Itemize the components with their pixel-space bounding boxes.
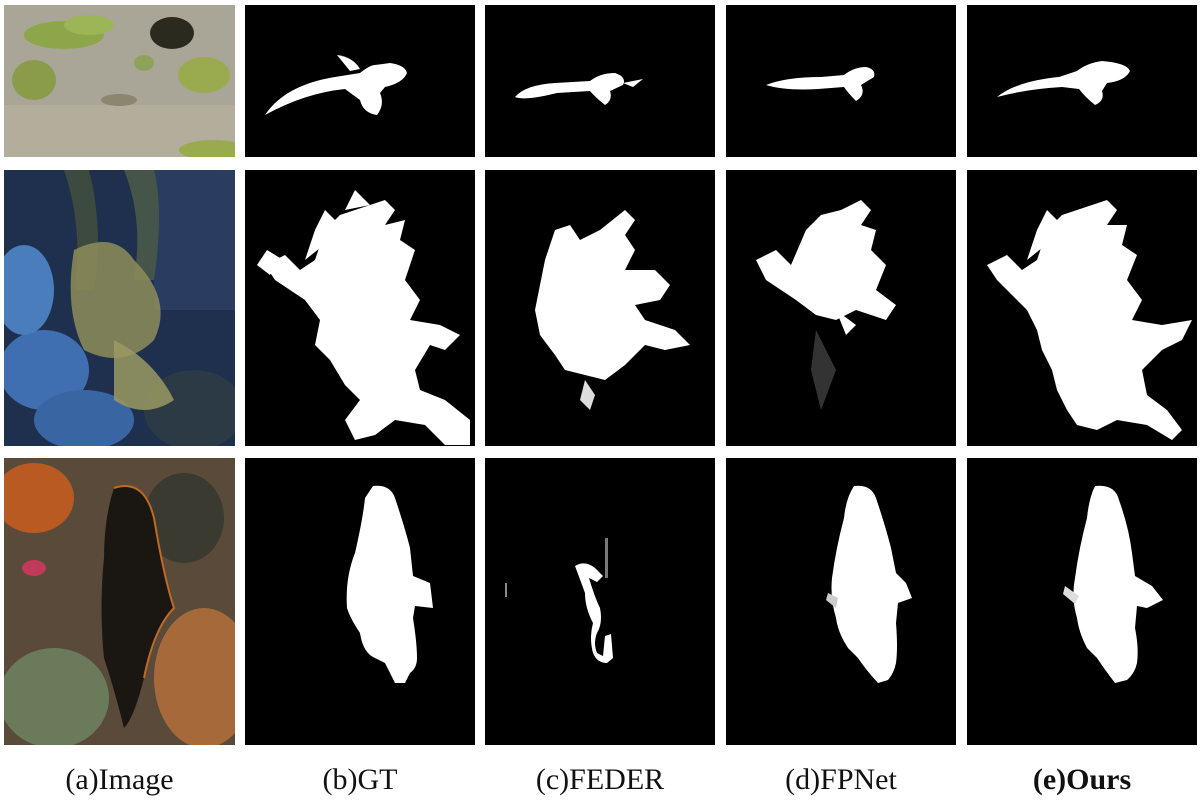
caption-fpnet: (d)FPNet <box>785 763 897 796</box>
row2-feder-mask <box>485 170 715 446</box>
row3-gt-mask <box>245 458 475 745</box>
row3-input-image <box>4 458 235 745</box>
row1-feder-mask <box>485 5 715 157</box>
row2-gt-mask <box>245 170 475 446</box>
row2-ours-mask <box>967 170 1197 446</box>
row3-ours-mask <box>967 458 1197 745</box>
caption-feder: (c)FEDER <box>535 763 665 796</box>
caption-image: (a)Image <box>65 763 174 796</box>
row1-fpnet-mask <box>726 5 956 157</box>
caption-ours: (e)Ours <box>1032 763 1132 796</box>
row3-feder-mask <box>485 458 715 745</box>
row1-gt-mask <box>245 5 475 157</box>
row1-input-image <box>4 5 235 157</box>
row3-fpnet-mask <box>726 458 956 745</box>
row1-ours-mask <box>967 5 1197 157</box>
caption-gt: (b)GT <box>322 763 398 796</box>
row2-fpnet-mask <box>726 170 956 446</box>
row2-input-image <box>4 170 235 446</box>
